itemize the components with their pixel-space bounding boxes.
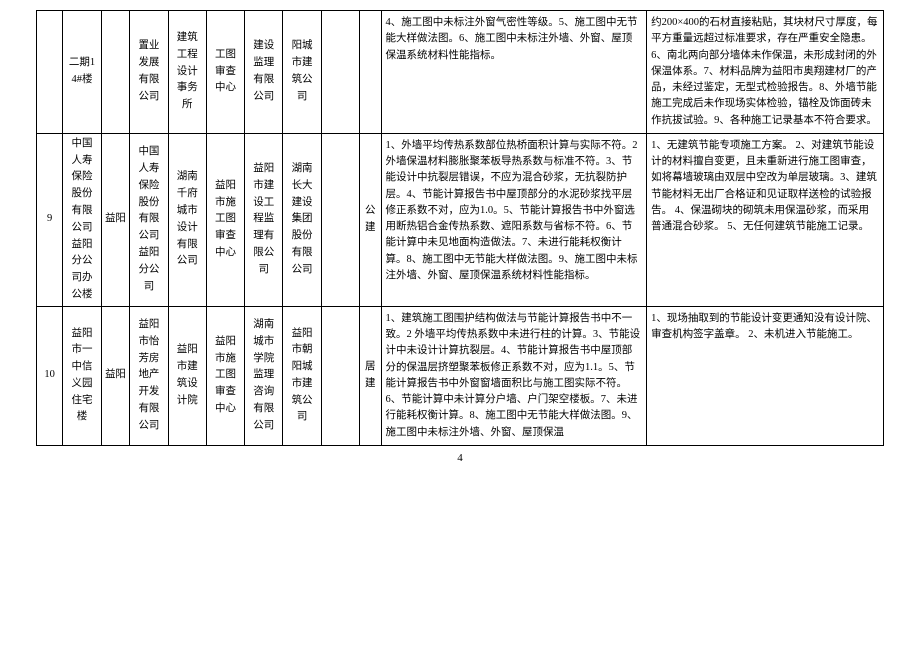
cell-e: 建筑工程设计事务所 bbox=[168, 11, 206, 134]
data-table: 二期14#楼 置业发展有限公司 建筑工程设计事务所 工图审查中心 建设监理有限公… bbox=[36, 10, 884, 446]
cell-g: 湖南城市学院监理咨询有限公司 bbox=[245, 306, 283, 445]
cell-f: 益阳市施工图审查中心 bbox=[206, 306, 244, 445]
cell-city bbox=[101, 11, 130, 134]
cell-f: 工图审查中心 bbox=[206, 11, 244, 134]
cell-problems: 4、施工图中未标注外窗气密性等级。5、施工图中无节能大样做法图。6、施工图中未标… bbox=[381, 11, 647, 134]
cell-e: 益阳市建筑设计院 bbox=[168, 306, 206, 445]
cell-seq: 10 bbox=[37, 306, 63, 445]
cell-j: 居建 bbox=[359, 306, 381, 445]
page-number: 4 bbox=[36, 452, 884, 464]
cell-h: 阳城市建筑公司 bbox=[283, 11, 321, 134]
cell-seq: 9 bbox=[37, 133, 63, 306]
cell-i bbox=[321, 133, 359, 306]
cell-project: 二期14#楼 bbox=[63, 11, 101, 134]
cell-project: 中国人寿保险股份有限公司益阳分公司办公楼 bbox=[63, 133, 101, 306]
cell-problems: 1、外墙平均传热系数部位热桥面积计算与实际不符。2 外墙保温材料膨胀聚苯板导热系… bbox=[381, 133, 647, 306]
cell-seq bbox=[37, 11, 63, 134]
cell-h: 湖南长大建设集团股份有限公司 bbox=[283, 133, 321, 306]
cell-notes: 1、现场抽取到的节能设计变更通知没有设计院、审查机构签字盖章。 2、未机进入节能… bbox=[647, 306, 884, 445]
cell-city: 益阳 bbox=[101, 133, 130, 306]
page-container: 二期14#楼 置业发展有限公司 建筑工程设计事务所 工图审查中心 建设监理有限公… bbox=[0, 0, 920, 474]
cell-project: 益阳市一中信义园住宅楼 bbox=[63, 306, 101, 445]
cell-d: 中国人寿保险股份有限公司益阳分公司 bbox=[130, 133, 168, 306]
cell-d: 置业发展有限公司 bbox=[130, 11, 168, 134]
cell-notes: 1、无建筑节能专项施工方案。 2、对建筑节能设计的材料擅自变更，且未重新进行施工… bbox=[647, 133, 884, 306]
cell-d: 益阳市怡芳房地产开发有限公司 bbox=[130, 306, 168, 445]
cell-problems: 1、建筑施工图围护结构做法与节能计算报告书中不一致。2 外墙平均传热系数中未进行… bbox=[381, 306, 647, 445]
table-row: 二期14#楼 置业发展有限公司 建筑工程设计事务所 工图审查中心 建设监理有限公… bbox=[37, 11, 884, 134]
cell-i bbox=[321, 306, 359, 445]
cell-city: 益阳 bbox=[101, 306, 130, 445]
table-row: 9 中国人寿保险股份有限公司益阳分公司办公楼 益阳 中国人寿保险股份有限公司益阳… bbox=[37, 133, 884, 306]
cell-e: 湖南千府城市设计有限公司 bbox=[168, 133, 206, 306]
cell-g: 建设监理有限公司 bbox=[245, 11, 283, 134]
cell-i bbox=[321, 11, 359, 134]
cell-g: 益阳市建设工程监理有限公司 bbox=[245, 133, 283, 306]
cell-f: 益阳市施工图审查中心 bbox=[206, 133, 244, 306]
cell-notes: 约200×400的石材直接粘贴，其块材尺寸厚度，每平方重量远超过标准要求，存在严… bbox=[647, 11, 884, 134]
cell-j: 公建 bbox=[359, 133, 381, 306]
cell-j bbox=[359, 11, 381, 134]
table-row: 10 益阳市一中信义园住宅楼 益阳 益阳市怡芳房地产开发有限公司 益阳市建筑设计… bbox=[37, 306, 884, 445]
cell-h: 益阳市朝阳城市建筑公司 bbox=[283, 306, 321, 445]
